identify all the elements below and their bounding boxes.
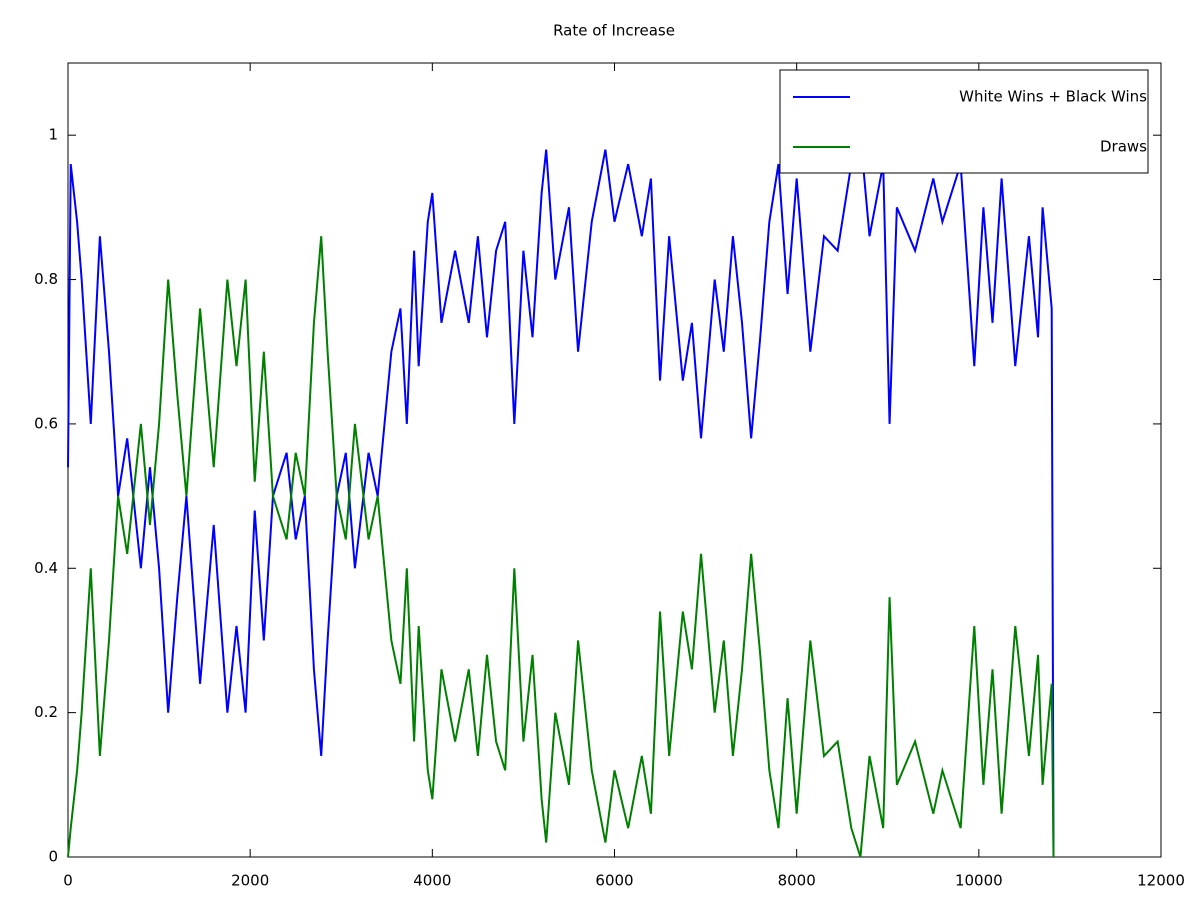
series-line <box>67 236 1055 858</box>
x-tick-label: 10000 <box>955 872 1003 890</box>
y-tick-label: 0 <box>48 848 58 866</box>
x-tick-label: 8000 <box>778 872 816 890</box>
legend-box <box>779 69 1149 174</box>
y-tick-label: 0.2 <box>34 703 58 721</box>
x-tick-label: 6000 <box>595 872 633 890</box>
legend-label: Draws <box>1100 138 1147 156</box>
x-tick-label: 4000 <box>413 872 451 890</box>
y-tick-label: 0.6 <box>34 414 58 432</box>
x-tick-label: 0 <box>63 872 73 890</box>
y-tick-label: 0.8 <box>34 270 58 288</box>
series-line <box>67 134 1055 858</box>
chart-title: Rate of Increase <box>553 22 675 40</box>
x-tick-label: 12000 <box>1137 872 1185 890</box>
legend-label: White Wins + Black Wins <box>959 88 1147 106</box>
y-tick-label: 0.4 <box>34 559 58 577</box>
y-tick-label: 1 <box>48 126 58 144</box>
x-tick-label: 2000 <box>231 872 269 890</box>
